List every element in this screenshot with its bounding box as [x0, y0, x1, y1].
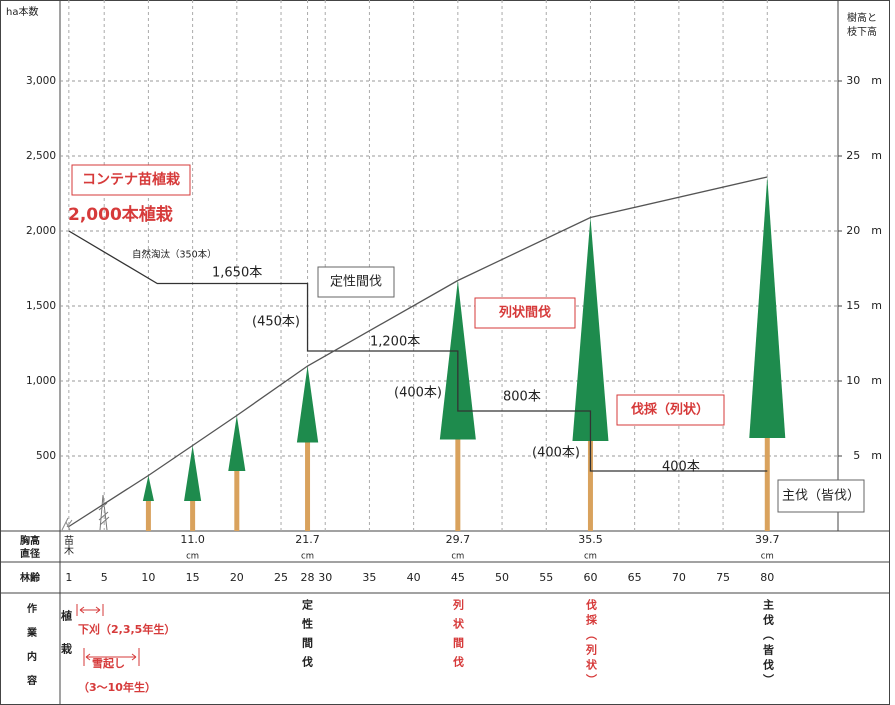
row-label: 作業内容: [25, 602, 38, 699]
annotation-box: [317, 266, 395, 298]
annotation: 定性間伐: [330, 275, 382, 290]
x-tick-label: 10: [141, 571, 155, 584]
x-tick-label: 15: [186, 571, 200, 584]
x-tick-label: 28: [301, 571, 315, 584]
work-item: 下刈（2,3,5年生）: [78, 622, 175, 636]
y2-axis-label: 樹高と: [847, 11, 877, 24]
annotation: 800本: [503, 390, 541, 405]
tree-crown: [296, 366, 319, 443]
tree-trunk: [455, 439, 461, 531]
annotation: 2,000本植栽: [68, 204, 173, 225]
annotation-box: [474, 297, 576, 329]
annotation-box: [71, 164, 191, 196]
y2-tick-label: 25 m: [846, 149, 882, 162]
dbh-value: 29.7: [446, 533, 471, 546]
x-tick-label: 70: [672, 571, 686, 584]
annotation-box: [777, 479, 865, 513]
dbh-value: 35.5: [578, 533, 603, 546]
y-tick-label: 1,000: [26, 375, 56, 387]
tree-trunk: [145, 501, 151, 531]
work-item: 主伐（皆伐）: [762, 598, 776, 689]
work-item: 雪起し: [92, 656, 125, 670]
dbh-value: 11.0: [180, 533, 205, 546]
x-tick-label: 20: [230, 571, 244, 584]
annotation: 主伐（皆伐）: [782, 489, 860, 504]
tree-trunk: [587, 441, 593, 531]
x-tick-label: 5: [101, 571, 108, 584]
annotation: 列状間伐: [498, 305, 551, 321]
y2-tick-label: 5 m: [853, 449, 882, 462]
annotation: 1,200本: [370, 335, 420, 350]
x-tick-label: 60: [583, 571, 597, 584]
y2-tick-label: 20 m: [846, 224, 882, 237]
work-item: 植栽: [60, 609, 73, 676]
dbh-unit: cm: [451, 552, 464, 562]
y-tick-label: 500: [36, 450, 56, 462]
seedling-label: 苗木: [62, 535, 74, 556]
work-item: 列状間伐: [452, 598, 466, 675]
x-tick-label: 75: [716, 571, 730, 584]
dbh-value: 39.7: [755, 533, 780, 546]
y-axis-label: ha本数: [6, 5, 38, 18]
tree-crown: [142, 475, 154, 501]
range-arrow: [83, 648, 140, 666]
range-arrow: [76, 604, 104, 616]
annotation: (400本): [394, 386, 442, 401]
tree-crown: [184, 445, 202, 501]
work-item: （3～10年生）: [78, 680, 156, 694]
dbh-unit: cm: [301, 552, 314, 562]
tree-crown: [572, 217, 609, 441]
seedling-icon: [98, 494, 110, 531]
work-item: 伐採（列状）: [585, 598, 599, 689]
annotation: 400本: [662, 460, 700, 475]
x-tick-label: 35: [362, 571, 376, 584]
x-tick-label: 80: [760, 571, 774, 584]
tree-crown: [228, 415, 246, 471]
annotation: 伐採（列状）: [631, 402, 709, 418]
x-tick-label: 1: [65, 571, 72, 584]
tree-trunk: [305, 442, 311, 531]
annotation-box: [616, 394, 725, 426]
annotation: 自然淘汰（350本）: [132, 249, 217, 261]
annotation: (400本): [532, 446, 580, 461]
x-tick-label: 55: [539, 571, 553, 584]
series-line: [68, 176, 768, 528]
x-tick-label: 30: [318, 571, 332, 584]
dbh-unit: cm: [584, 552, 597, 562]
y2-tick-label: 15 m: [846, 299, 882, 312]
dbh-unit: cm: [186, 552, 199, 562]
dbh-value: 21.7: [295, 533, 320, 546]
y2-axis-label: 枝下高: [847, 25, 877, 38]
tree-trunk: [234, 471, 240, 531]
annotation: (450本): [252, 315, 300, 330]
tree-crown: [749, 177, 786, 438]
y-tick-label: 2,500: [26, 150, 56, 162]
x-tick-label: 50: [495, 571, 509, 584]
tree-trunk: [190, 501, 196, 531]
y-tick-label: 3,000: [26, 75, 56, 87]
dbh-unit: cm: [761, 552, 774, 562]
x-tick-label: 45: [451, 571, 465, 584]
annotation: コンテナ苗植栽: [82, 171, 180, 188]
annotation: 1,650本: [212, 266, 262, 281]
x-tick-label: 25: [274, 571, 288, 584]
work-item: 定性間伐: [301, 598, 315, 675]
x-tick-label: 65: [628, 571, 642, 584]
row-label: 胸高: [20, 534, 40, 547]
y2-tick-label: 10 m: [846, 374, 882, 387]
row-label: 林齢: [20, 571, 41, 584]
x-tick-label: 40: [407, 571, 421, 584]
y2-tick-label: 30 m: [846, 74, 882, 87]
series-line: [68, 230, 768, 472]
y-tick-label: 1,500: [26, 300, 56, 312]
tree-trunk: [764, 438, 770, 531]
row-label: 直径: [20, 547, 41, 560]
seedling-icon: [61, 517, 73, 531]
y-tick-label: 2,000: [26, 225, 56, 237]
